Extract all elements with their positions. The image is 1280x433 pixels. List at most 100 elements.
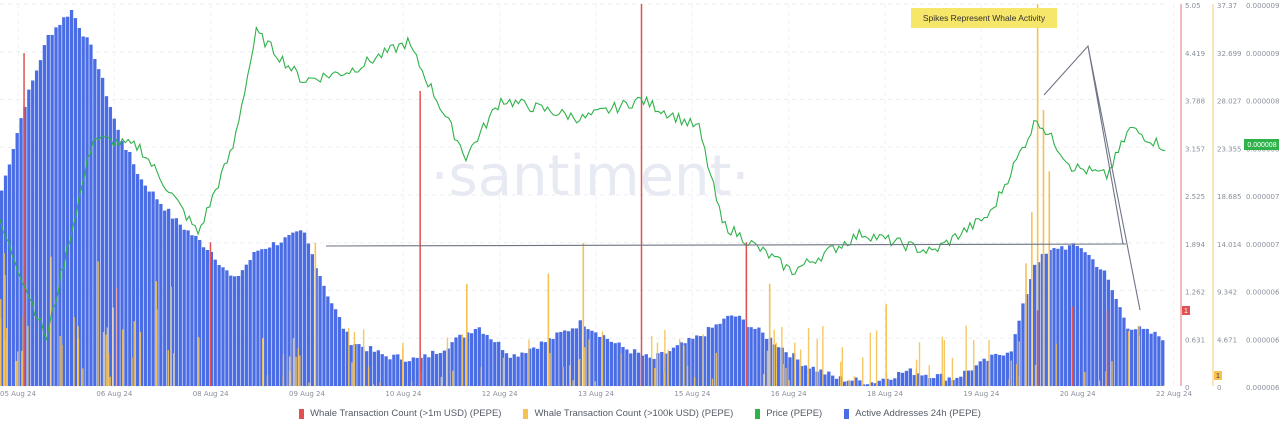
active-address-bar xyxy=(640,355,645,386)
active-address-bar xyxy=(617,342,621,386)
active-address-bar xyxy=(551,339,555,386)
active-address-bar xyxy=(664,353,668,386)
whale-100k-bar xyxy=(885,373,888,386)
active-address-bar xyxy=(757,327,761,386)
whale-100k-bar xyxy=(549,353,551,386)
active-address-bar xyxy=(450,342,454,386)
active-address-bar xyxy=(1130,329,1134,386)
active-address-bar xyxy=(924,374,928,386)
whale-100k-tick: 14.014 xyxy=(1217,241,1242,249)
active-address-bar xyxy=(139,179,144,386)
whale-100k-bar xyxy=(1010,360,1012,386)
whale-100k-bar xyxy=(131,357,133,386)
watermark-layer: ·santiment· xyxy=(431,144,750,209)
whale-1m-spike xyxy=(23,53,25,387)
active-address-bar xyxy=(706,327,711,386)
active-address-bar xyxy=(943,380,947,386)
active-address-bar xyxy=(1098,269,1103,386)
active-address-bar xyxy=(58,24,62,387)
active-address-bar xyxy=(807,368,812,386)
active-address-bar xyxy=(477,327,481,386)
whale-100k-bar xyxy=(288,356,291,386)
active-address-bar xyxy=(326,296,330,386)
whale-100k-bar xyxy=(299,355,301,386)
active-address-bar xyxy=(520,352,524,386)
active-address-bar xyxy=(27,89,31,387)
whale-100k-bar xyxy=(601,331,604,386)
active-address-bar xyxy=(920,375,924,386)
active-address-bar xyxy=(737,315,742,386)
whale-1m-spike xyxy=(116,287,118,386)
whale-100k-bar xyxy=(21,350,23,386)
active-address-bar xyxy=(699,336,703,386)
active-address-bar xyxy=(163,210,167,386)
whale-1m-tick: 5.05 xyxy=(1185,2,1201,10)
price-badge-text: 0.000008 xyxy=(1247,142,1276,149)
active-address-bar xyxy=(753,328,757,386)
active-address-bar xyxy=(1036,262,1041,386)
active-address-bar xyxy=(458,334,462,386)
active-address-bar xyxy=(1052,248,1056,386)
annotation-text: Spikes Represent Whale Activity xyxy=(923,13,1046,23)
whale-activity-chart: ·santiment· Spikes Represent Whale Activ… xyxy=(0,2,1280,398)
active-address-bar xyxy=(935,374,940,386)
x-tick: 09 Aug 24 xyxy=(289,390,325,398)
whale-100k-bar xyxy=(816,339,818,386)
active-address-bar xyxy=(124,149,128,386)
legend-item[interactable]: Whale Transaction Count (>100k USD) (PEP… xyxy=(523,408,733,419)
whale-100k-bar xyxy=(807,327,810,386)
active-address-bar xyxy=(625,349,629,386)
active-address-bar xyxy=(438,353,443,386)
active-address-bar xyxy=(803,365,808,386)
whale-100k-bar xyxy=(664,329,666,386)
whale-100k-bar xyxy=(266,375,269,386)
whale-100k-bar xyxy=(155,281,158,386)
active-address-bar xyxy=(563,330,567,386)
whale-100k-bar xyxy=(73,317,75,386)
legend-item[interactable]: Price (PEPE) xyxy=(755,408,822,419)
active-address-bar xyxy=(1157,336,1161,386)
active-address-bar xyxy=(466,332,470,386)
whale-100k-bar xyxy=(198,337,200,386)
active-address-bar xyxy=(1114,298,1118,386)
whale-100k-spike xyxy=(885,304,887,386)
legend-item[interactable]: Whale Transaction Count (>1m USD) (PEPE) xyxy=(299,408,501,419)
active-address-bar xyxy=(1040,254,1045,386)
active-address-bar xyxy=(912,375,916,386)
price-line xyxy=(0,25,1166,342)
active-address-bar xyxy=(590,330,594,386)
active-address-bar xyxy=(679,342,683,386)
active-address-bar xyxy=(869,382,874,386)
active-address-bar xyxy=(1106,279,1111,386)
active-address-bar xyxy=(291,232,295,386)
whale-100k-tick: 23.355 xyxy=(1217,145,1242,153)
whale-100k-bar xyxy=(17,351,19,386)
active-address-bar xyxy=(671,347,676,386)
active-address-bar xyxy=(722,318,726,386)
active-address-bar xyxy=(683,343,687,386)
active-address-bar xyxy=(1071,243,1076,386)
whale-100k-bar xyxy=(348,327,350,386)
whale-100k-tick: 18.685 xyxy=(1217,193,1242,201)
price-tick: 0.000009 xyxy=(1246,50,1279,58)
active-address-bar xyxy=(970,370,975,386)
active-address-bar xyxy=(850,380,854,386)
active-address-bar xyxy=(256,250,260,386)
whale-100k-bar xyxy=(4,275,6,386)
whale-100k-bar xyxy=(1163,385,1165,386)
active-address-bar xyxy=(128,152,132,386)
whale-1m-tick: 3.157 xyxy=(1185,145,1205,153)
active-address-bar xyxy=(423,354,427,386)
whale-1m-badge xyxy=(1182,306,1190,315)
legend-item[interactable]: Active Addresses 24h (PEPE) xyxy=(844,408,981,419)
active-address-bar xyxy=(539,341,544,386)
active-address-bar xyxy=(691,338,695,386)
active-address-bar xyxy=(209,251,213,386)
active-address-bar xyxy=(1044,253,1048,386)
whale-100k-bar xyxy=(572,380,574,386)
active-address-bar xyxy=(566,331,571,386)
annotation-arrow-line xyxy=(1043,44,1141,311)
whale-100k-spike xyxy=(466,283,468,386)
active-address-bar xyxy=(862,384,866,386)
active-address-bar xyxy=(454,337,458,386)
